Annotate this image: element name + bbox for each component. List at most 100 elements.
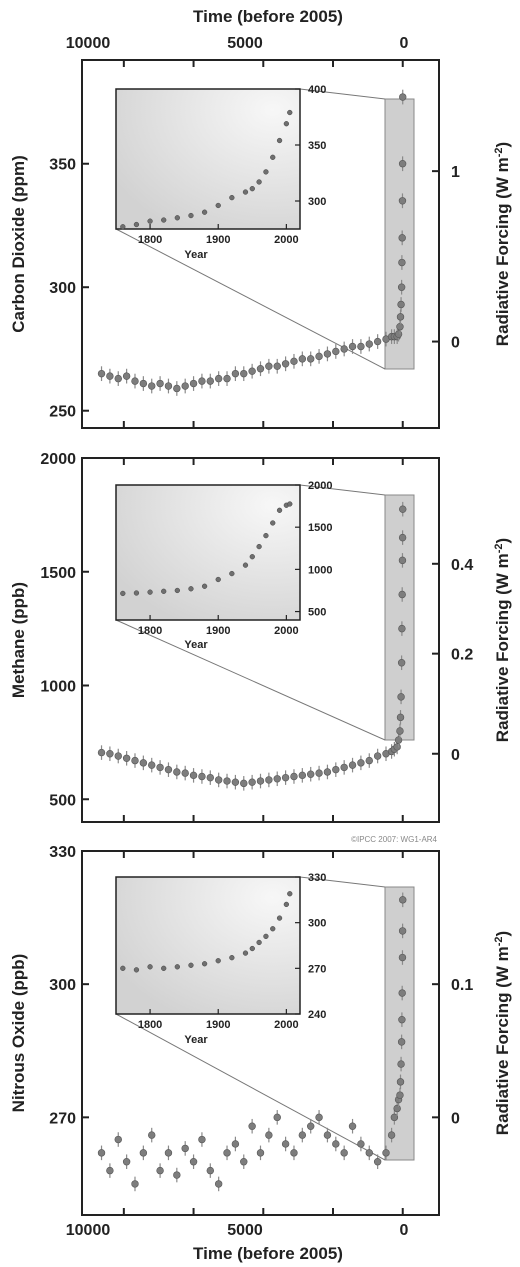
inset-data-point [283,901,290,908]
inset-data-point [201,583,208,589]
inset-xticks-ch4: 1800 1900 2000 [138,615,299,637]
data-point [298,1131,307,1139]
inset-data-point [249,945,255,952]
data-point [181,769,189,777]
data-point [396,713,405,722]
data-point [114,374,122,383]
inset-x-tick-label: 2000 [274,1019,298,1031]
data-point [181,382,189,390]
inset-data-point [242,950,249,956]
data-point [139,1149,148,1157]
y-tick-label: 500 [49,792,76,809]
data-point [281,773,290,782]
data-point [340,763,348,772]
data-point [198,1135,206,1144]
inset-points-co2 [120,109,293,230]
inset-xticks-co2: 1800 1900 2000 [138,224,299,246]
x-ticks-ch4 [122,458,404,822]
rf-tick-label: 0 [451,1110,460,1127]
rf-ticks-ch4: 0.4 0.2 0 [432,557,473,764]
data-point [240,369,248,378]
data-point [399,93,407,101]
inset-data-point [174,964,180,970]
inset-data-point [215,958,221,964]
inset-co2: 1800 1900 2000 300 350 400 Year [115,84,326,261]
inset-data-point [270,154,276,160]
inset-data-point [276,507,283,513]
y-tick-label: 330 [49,844,76,861]
data-point [131,756,139,765]
data-point [240,1158,248,1166]
data-point [214,374,223,383]
y-axis-title-ch4: Methane (ppb) [9,582,28,698]
inset-data-point [161,965,167,971]
data-point [397,659,406,667]
data-point [398,953,407,962]
data-point [148,382,156,390]
data-point [340,345,348,353]
data-point [256,1149,265,1157]
inset-data-point [188,962,194,968]
inset-data-point [249,186,255,192]
inset-n2o: 1800 1900 2000 240 270 300 330 Year [115,872,326,1046]
data-point [281,360,290,368]
inset-data-point [263,169,269,175]
panel-n2o: Nitrous Oxide (ppb) Radiative Forcing (W… [9,844,512,1216]
data-point [307,770,315,778]
data-point [198,377,206,385]
x-ticks-n2o [122,851,404,1215]
data-point [399,505,407,513]
data-point [332,765,340,774]
inset-y-tick-label: 270 [308,963,326,975]
inset-data-point [161,217,167,223]
data-point [396,1078,405,1086]
data-point [394,330,403,338]
data-point [323,1131,332,1139]
data-point [231,1140,240,1148]
plot-frame-n2o [81,850,440,1216]
data-point [164,382,173,390]
y-ticks-n2o: 270 300 330 [49,844,89,1127]
data-point [298,771,307,780]
data-point [198,772,206,781]
data-point [139,759,148,767]
inset-data-point [270,520,276,526]
data-point [315,1113,323,1122]
data-point [290,1149,298,1157]
data-point [390,1113,399,1122]
y-axis-title-n2o: Nitrous Oxide (ppb) [9,954,28,1113]
inset-data-point [188,586,194,592]
zoom-highlight-ch4 [384,494,415,741]
inset-ch4: 1800 1900 2000 500 1000 1500 2000 Year [115,480,332,651]
inset-xlabel-co2: Year [184,249,208,261]
top-time-tick-5000: 5000 [227,35,263,52]
inset-data-point [174,587,180,594]
data-point [231,369,240,378]
inset-frame-co2 [115,88,301,230]
data-point [397,300,405,309]
y-tick-label: 300 [49,977,76,994]
data-point [122,754,131,762]
inset-data-point [256,543,262,550]
inset-y-tick-label: 240 [308,1009,326,1021]
bottom-time-tick-10000: 10000 [66,1222,111,1239]
inset-y-tick-label: 300 [308,918,326,930]
data-point [396,1091,404,1099]
data-point [398,160,407,168]
zoom-connector-top-ch4 [299,484,386,496]
inset-yticks-n2o: 240 270 300 330 [295,872,326,1021]
data-point [348,761,357,769]
panel-ch4: Methane (ppb) Radiative Forcing (W m-2) … [9,451,512,823]
inset-data-point [161,588,167,594]
data-point [393,743,401,751]
data-point [223,1149,231,1157]
inset-data-point [287,109,293,116]
data-point [398,556,407,565]
zoom-connector-top-co2 [299,88,386,100]
inset-data-point [229,570,235,577]
inset-x-tick-label: 1800 [138,234,162,246]
inset-data-point [120,224,126,230]
data-point [398,234,406,242]
inset-data-point [120,965,126,971]
data-point [148,761,156,769]
